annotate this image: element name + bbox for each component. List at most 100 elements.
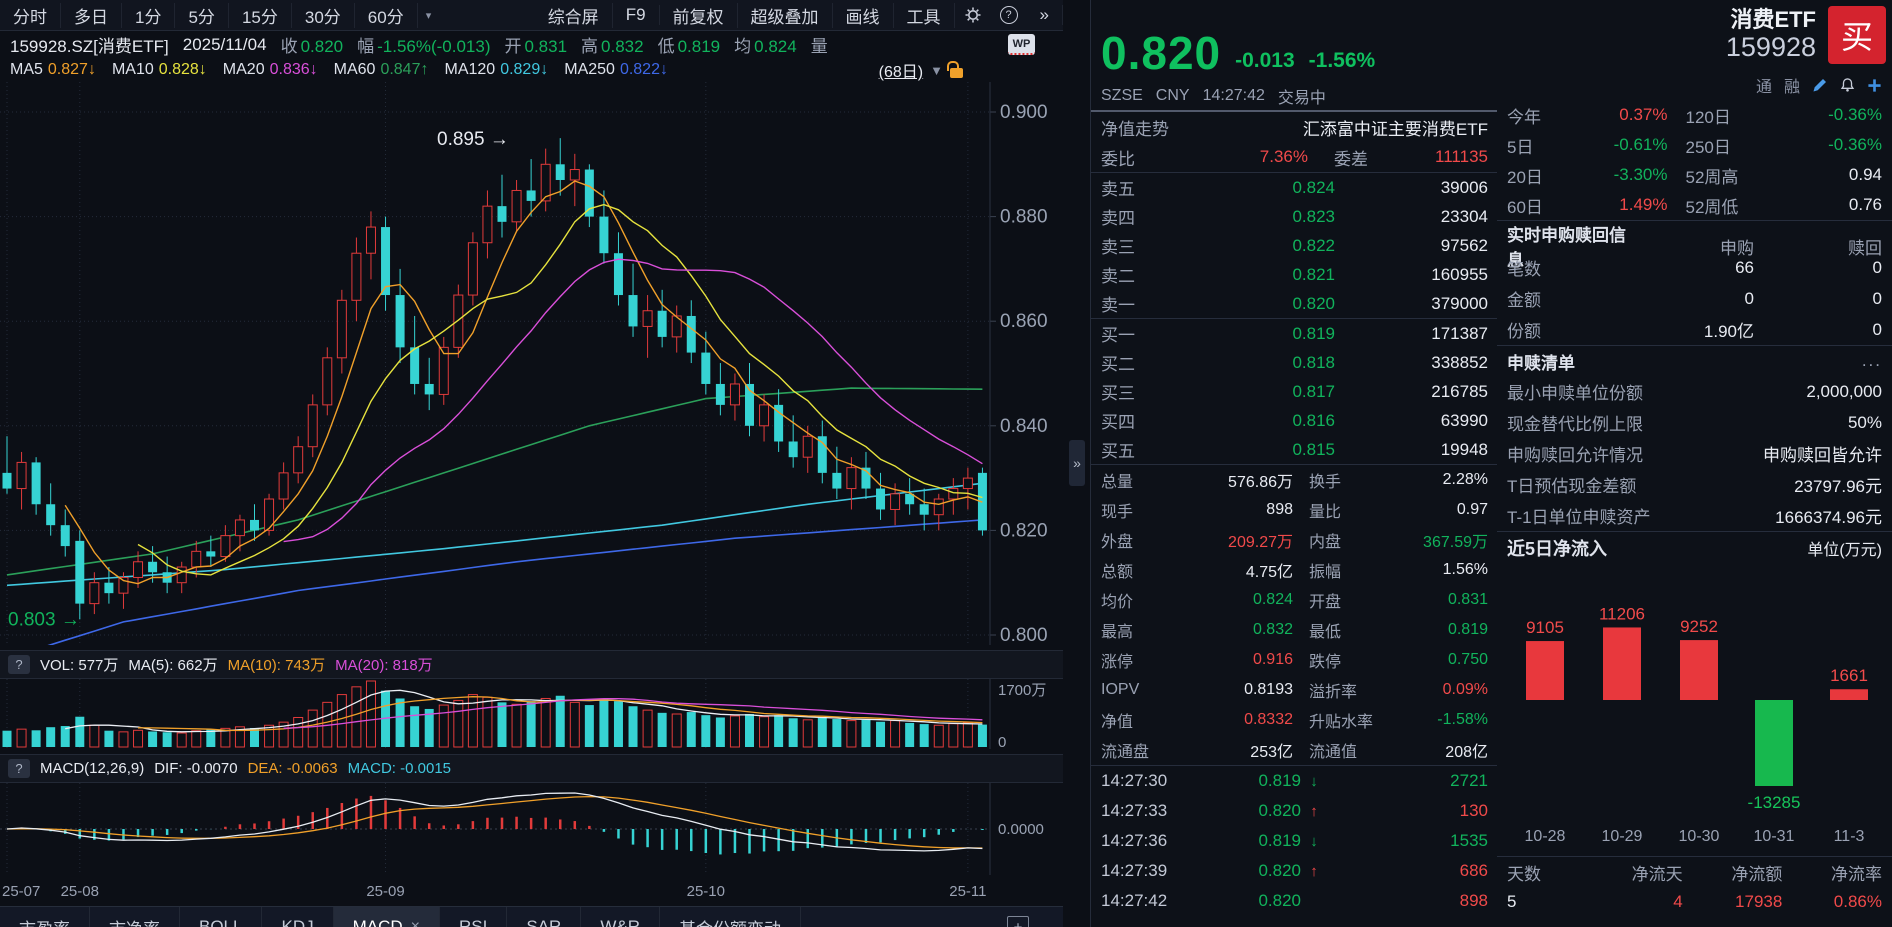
toolbar-item-前复权[interactable]: 前复权 [660, 2, 738, 28]
macd-title: MACD(12,26,9) [40, 760, 145, 777]
toolbar-item-超级叠加[interactable]: 超级叠加 [738, 2, 833, 28]
tab-close-icon[interactable]: × [410, 918, 421, 927]
netflow-unit: 单位(万元) [1807, 542, 1882, 559]
toolbar-item-工具[interactable]: 工具 [894, 2, 955, 28]
alert-bell-icon[interactable] [1840, 77, 1855, 93]
toolbar-item-画线[interactable]: 画线 [833, 2, 894, 28]
candlestick-chart[interactable]: 0.900 0.880 0.860 0.840 0.820 0.800 0.895 → 0.8… [0, 82, 1063, 660]
netflow-footer-value: 17938 [1735, 892, 1783, 911]
netflow-bar-chart[interactable]: 9105 10-28 11206 10-29 9252 10-30 -13285 10-31 1… [1497, 564, 1892, 856]
tab-市盈率[interactable]: 市盈率 [0, 907, 90, 927]
trade-tick-row: 14:27:39 0.820 ↑ 686 [1101, 861, 1488, 880]
range-label[interactable]: (68日) [878, 64, 924, 81]
trade-tick-row: 14:27:42 0.820 898 [1101, 891, 1488, 910]
svg-text:10-29: 10-29 [1602, 828, 1643, 845]
lock-icon[interactable] [947, 61, 963, 78]
svg-text:10-30: 10-30 [1679, 828, 1720, 845]
stat-row: 均价 0.824 开盘 0.831 [1101, 591, 1488, 611]
tab-MACD[interactable]: MACD × [333, 907, 441, 927]
more-periods-chevron-icon[interactable]: ▾ [425, 9, 432, 22]
ask-level-row[interactable]: 卖四 0.823 23304 [1101, 206, 1488, 229]
margin-badge-rong[interactable]: 融 [1783, 79, 1800, 96]
netflow-header: 近5日净流入 单位(万元) [1497, 532, 1892, 564]
buy-button[interactable]: 买 [1828, 6, 1886, 64]
indicator-help-icon[interactable]: ? [8, 759, 30, 778]
settings-gear-icon[interactable] [955, 6, 991, 24]
toolbar-expand-icon[interactable]: » [1027, 5, 1063, 25]
performance-row: 60日 1.49% 52周低 0.76 [1507, 195, 1882, 217]
instrument-code: 159928.SZ[消费ETF] [10, 37, 169, 56]
fund-name-link[interactable]: 汇添富中证主要消费ETF [1302, 119, 1488, 139]
ma-item-MA20: MA20 0.836↓ [222, 61, 318, 78]
macd-chart[interactable]: 0.0000 [0, 783, 1063, 875]
vol-ma10: MA(10): 743万 [227, 657, 326, 674]
tab-BOLL[interactable]: BOLL [180, 907, 263, 927]
tab-SAR[interactable]: SAR [507, 907, 582, 927]
bid-level-row[interactable]: 买三 0.817 216785 [1101, 381, 1488, 404]
tab-市净率[interactable]: 市净率 [90, 907, 180, 927]
bid-level-row[interactable]: 买四 0.816 63990 [1101, 410, 1488, 433]
ask-level-row[interactable]: 卖一 0.820 379000 [1101, 293, 1488, 316]
bid-level-row[interactable]: 买二 0.818 338852 [1101, 352, 1488, 375]
period-tab-分时[interactable]: 分时 [0, 2, 61, 28]
range-selector[interactable]: (68日) ▼ [879, 58, 963, 82]
vol-ma20: MA(20): 818万 [335, 657, 433, 674]
period-tab-多日[interactable]: 多日 [61, 2, 122, 28]
period-tab-15分[interactable]: 15分 [229, 2, 292, 28]
stat-row: 总量 576.86万 换手 2.28% [1101, 471, 1488, 491]
performance-row: 20日 -3.30% 52周高 0.94 [1507, 165, 1882, 187]
period-tab-60分[interactable]: 60分 [355, 2, 418, 28]
weibi-value: 7.36% [1259, 147, 1308, 166]
uptick-arrow-icon: ↑ [1310, 802, 1318, 820]
add-indicator-icon[interactable]: + [1007, 916, 1029, 927]
currency: CNY [1155, 87, 1190, 104]
exchange: SZSE [1101, 87, 1143, 104]
svg-text:1700万: 1700万 [998, 682, 1046, 699]
toolbar-item-F9[interactable]: F9 [613, 5, 660, 25]
ask-level-row[interactable]: 卖二 0.821 160955 [1101, 264, 1488, 287]
collapse-panel-handle[interactable]: » [1069, 440, 1085, 486]
subscription-row: 份额 1.90亿 0 [1507, 319, 1882, 342]
svg-text:9105: 9105 [1526, 618, 1564, 637]
svg-text:9252: 9252 [1680, 617, 1718, 636]
ma-legend-bar: MA5 0.827↓ MA10 0.828↓ MA20 0.836↓ MA60 0.847↑ M… [0, 58, 1063, 82]
tab-KDJ[interactable]: KDJ [262, 907, 334, 927]
bid-level-row[interactable]: 买一 0.819 171387 [1101, 323, 1488, 346]
weicha-value: 111135 [1435, 147, 1488, 166]
chart-section: 分时 多日 1分 5分 15分 30分 60分 ▾ 综合屏 F9 前复权 超级叠加 画线 工具?» 159… [0, 2, 1063, 927]
indicator-help-icon[interactable]: ? [8, 655, 30, 674]
stat-row: 外盘 209.27万 内盘 367.59万 [1101, 534, 1488, 551]
price-change: -0.013 [1235, 49, 1295, 72]
netflow-footer-labels: 天数 净流天 净流额 净流率 [1497, 857, 1892, 887]
tab-W&R[interactable]: W&R [581, 907, 660, 927]
info-field-低: 低 0.819 [657, 37, 721, 56]
period-tab-5分[interactable]: 5分 [175, 2, 229, 28]
add-plus-icon[interactable] [1867, 78, 1882, 93]
toolbar-item-综合屏[interactable]: 综合屏 [535, 2, 613, 28]
ask-level-row[interactable]: 卖三 0.822 97562 [1101, 235, 1488, 258]
wp-window-icon[interactable]: WP [1008, 34, 1035, 55]
edit-pen-icon[interactable] [1812, 77, 1828, 93]
more-ellipsis[interactable]: ... [1861, 351, 1882, 370]
netflow-title: 近5日净流入 [1507, 539, 1608, 559]
macd-dif: DIF: -0.0070 [154, 760, 238, 777]
help-icon[interactable]: ? [991, 6, 1027, 24]
tab-基金份额变动[interactable]: 基金份额变动 [660, 907, 801, 927]
period-tab-30分[interactable]: 30分 [292, 2, 355, 28]
last-price: 0.820 [1101, 27, 1222, 79]
tab-RSI[interactable]: RSI [440, 907, 508, 927]
weibi-label: 委比 [1101, 149, 1135, 169]
margin-badge-tong[interactable]: 通 [1755, 79, 1772, 96]
creation-list-row: 现金替代比例上限 50% [1507, 412, 1882, 435]
period-tab-1分[interactable]: 1分 [122, 2, 176, 28]
volume-chart[interactable]: 1700万 0 [0, 679, 1063, 751]
bid-level-row[interactable]: 买五 0.815 19948 [1101, 439, 1488, 462]
netflow-footer-label: 净流率 [1830, 864, 1882, 884]
nav-label: 净值走势 [1101, 119, 1169, 139]
subscription-row: 金额 0 0 [1507, 288, 1882, 311]
ask-level-row[interactable]: 卖五 0.824 39006 [1101, 177, 1488, 200]
ask-levels: 卖五 0.824 39006 卖四 0.823 23304 卖三 0.822 97562 卖二 0.… [1091, 173, 1498, 318]
chevron-down-icon[interactable]: ▼ [930, 62, 943, 78]
netflow-footer-label: 天数 [1507, 864, 1541, 884]
